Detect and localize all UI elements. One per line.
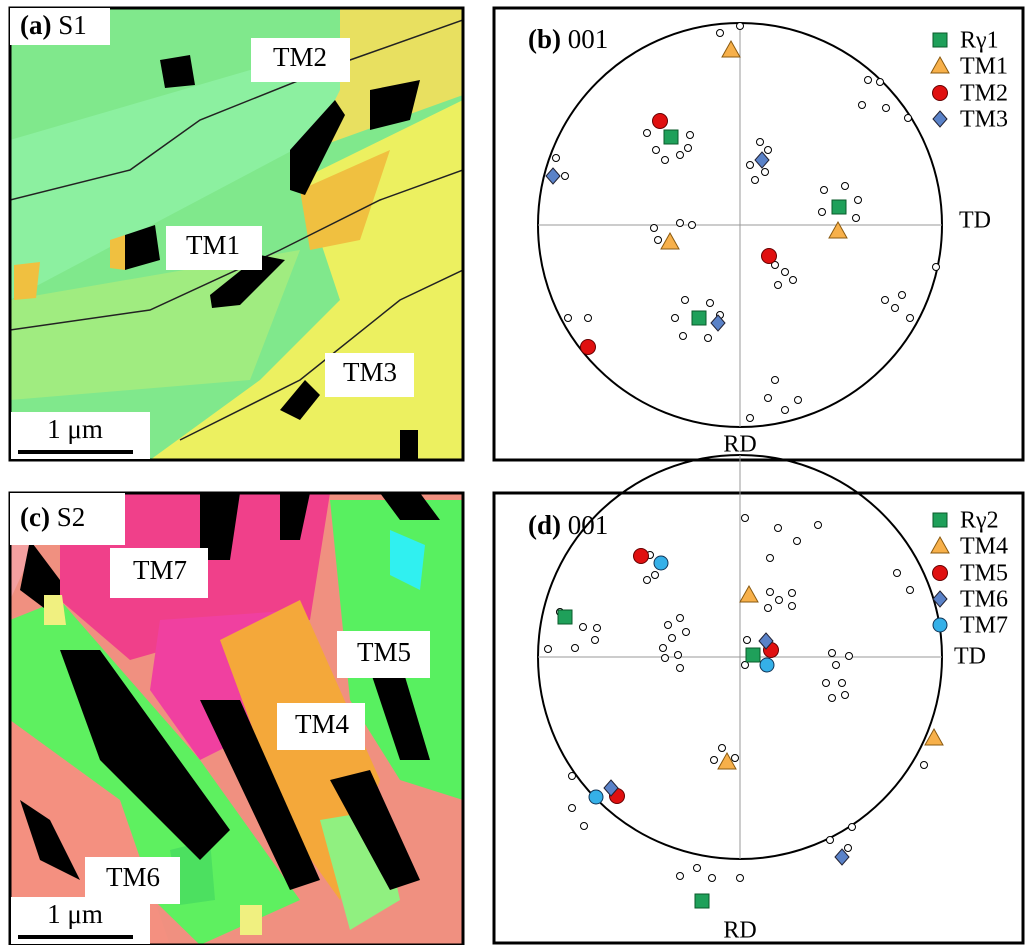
annotation: TM1 — [186, 230, 240, 260]
panel-label: (b) 001 — [528, 24, 608, 54]
panel-label: (c) S2 — [20, 502, 85, 532]
scale-label: 1 μm — [47, 899, 103, 929]
annotation: TM2 — [273, 42, 327, 72]
legend-label: Rγ2 — [960, 508, 999, 534]
legend-label: TM3 — [960, 107, 1008, 133]
annotation: TM4 — [295, 709, 350, 739]
legend-label: TM2 — [960, 81, 1008, 107]
legend-label: TM1 — [960, 54, 1008, 80]
axis-label: RD — [723, 432, 756, 458]
legend-label: TM5 — [960, 561, 1008, 587]
legend-label: TM7 — [960, 613, 1008, 639]
axis-label: RD — [723, 918, 756, 944]
ebsd-map-c — [10, 493, 463, 945]
legend-label: TM6 — [960, 587, 1008, 613]
panel-label: (a) S1 — [20, 10, 87, 40]
annotation: TM3 — [343, 357, 397, 387]
axis-label: TD — [959, 208, 991, 234]
annotation: TM6 — [106, 862, 160, 892]
panel-label: (d) 001 — [528, 510, 608, 540]
legend-label: Rγ1 — [960, 28, 999, 54]
scale-label: 1 μm — [47, 414, 103, 444]
figure: (a) S1 TM2 TM1 TM3 1 μm (b) 001 Rγ1 TM1 … — [0, 0, 1027, 945]
annotation: TM5 — [357, 637, 411, 667]
panel-frame — [494, 493, 1023, 943]
axis-label: TD — [954, 644, 986, 670]
panel-frame — [494, 8, 1023, 460]
legend-label: TM4 — [960, 534, 1008, 560]
annotation: TM7 — [133, 555, 187, 585]
